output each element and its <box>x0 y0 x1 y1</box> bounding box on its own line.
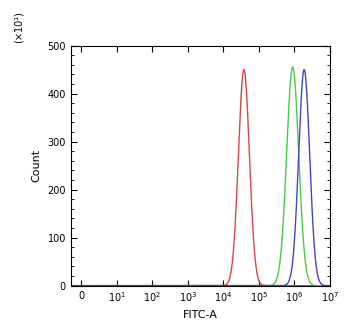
X-axis label: FITC-A: FITC-A <box>183 310 218 320</box>
Text: (×10¹): (×10¹) <box>14 11 24 43</box>
Y-axis label: Count: Count <box>32 149 42 182</box>
